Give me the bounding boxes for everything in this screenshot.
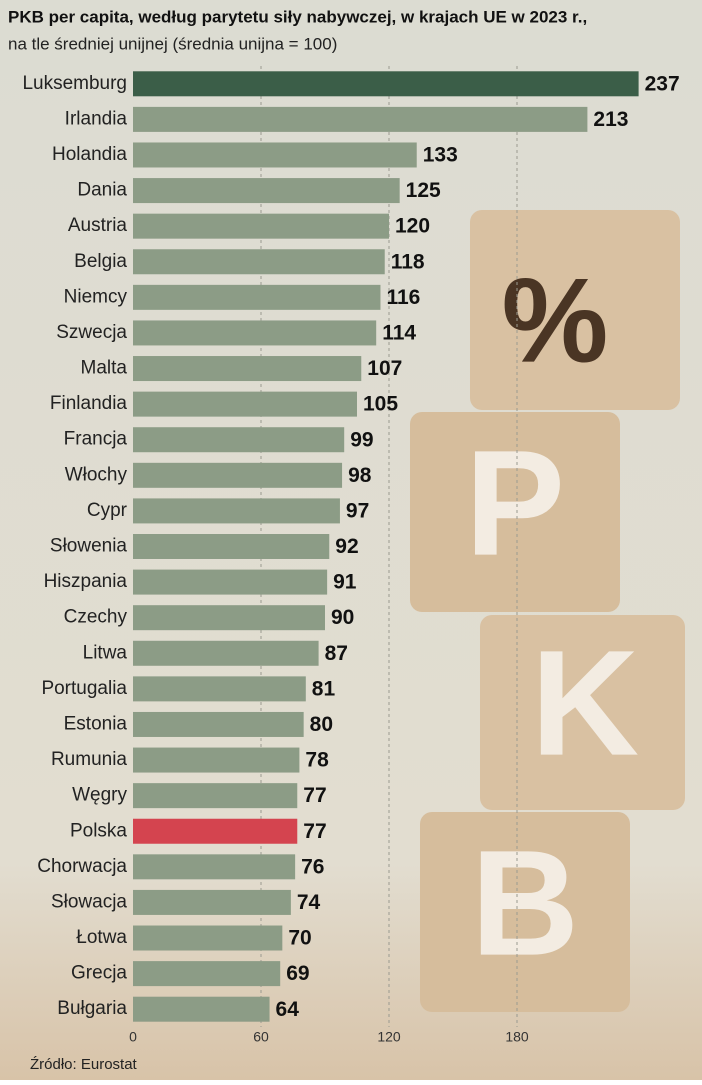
- value-label: 74: [297, 891, 321, 914]
- bar: [133, 783, 298, 809]
- y-tick-label: Grecja: [71, 963, 127, 984]
- y-tick-label: Słowenia: [50, 536, 128, 557]
- value-label: 114: [382, 321, 416, 344]
- bar: [133, 569, 328, 595]
- bar: [133, 996, 270, 1022]
- y-tick-label: Cypr: [87, 500, 128, 521]
- bar: [133, 178, 400, 204]
- block: [420, 812, 630, 1012]
- bar: [133, 71, 639, 97]
- value-label: 81: [312, 677, 336, 700]
- value-label: 70: [288, 927, 311, 950]
- illustration: % P K B: [410, 210, 685, 1012]
- y-tick-label: Malta: [81, 358, 128, 379]
- bar: [133, 534, 330, 559]
- y-tick-label: Hiszpania: [44, 571, 128, 592]
- block-letter: B: [471, 819, 579, 987]
- value-label: 237: [645, 72, 680, 95]
- x-tick-label: 60: [253, 1029, 269, 1045]
- y-tick-label: Węgry: [72, 785, 127, 806]
- value-label: 120: [395, 215, 430, 238]
- y-tick-label: Holandia: [52, 144, 127, 165]
- block-symbol: %: [502, 254, 609, 388]
- y-tick-label: Szwecja: [56, 322, 127, 343]
- bar: [133, 498, 340, 524]
- value-label: 77: [303, 784, 326, 807]
- bar: [133, 142, 417, 168]
- bar: [133, 249, 385, 275]
- y-tick-label: Austria: [68, 215, 128, 236]
- value-label: 77: [303, 820, 326, 843]
- bar: [133, 320, 377, 346]
- bar: [133, 213, 389, 239]
- value-label: 125: [406, 179, 441, 202]
- block: [410, 412, 620, 612]
- y-tick-label: Francja: [64, 429, 128, 450]
- y-tick-label: Irlandia: [65, 108, 128, 129]
- value-label: 87: [325, 642, 348, 665]
- bar: [133, 747, 300, 773]
- bar: [133, 854, 296, 880]
- chart-subtitle: na tle średniej unijnej (średnia unijna …: [8, 34, 337, 53]
- value-label: 97: [346, 499, 369, 522]
- y-tick-label: Luksemburg: [22, 73, 127, 94]
- y-tick-label: Belgia: [74, 251, 127, 272]
- value-label: 92: [335, 535, 358, 558]
- value-label: 76: [301, 855, 324, 878]
- bar: [133, 356, 362, 382]
- y-tick-label: Bułgaria: [57, 998, 127, 1019]
- value-label: 91: [333, 571, 357, 594]
- bar: [133, 640, 319, 666]
- block: [470, 210, 680, 410]
- value-label: 107: [367, 357, 402, 380]
- chart-title: PKB per capita, według parytetu siły nab…: [8, 7, 587, 26]
- bar: [133, 427, 345, 453]
- y-tick-label: Słowacja: [51, 891, 127, 912]
- bar: [133, 925, 283, 951]
- x-tick-label: 120: [377, 1029, 401, 1045]
- y-tick-label: Włochy: [65, 464, 128, 485]
- bar: [133, 889, 291, 915]
- bar: [133, 391, 357, 417]
- y-tick-label: Finlandia: [50, 393, 128, 414]
- y-tick-label: Estonia: [64, 713, 128, 734]
- value-label: 90: [331, 606, 354, 629]
- bar: [133, 462, 343, 488]
- y-tick-label: Rumunia: [51, 749, 127, 770]
- value-label: 105: [363, 393, 398, 416]
- bar: [133, 676, 306, 702]
- value-label: 116: [386, 286, 420, 309]
- y-tick-label: Chorwacja: [37, 856, 127, 877]
- value-label: 69: [286, 962, 309, 985]
- value-label: 213: [593, 108, 628, 131]
- y-tick-label: Dania: [77, 180, 127, 201]
- bar: [133, 605, 325, 631]
- y-tick-label: Portugalia: [41, 678, 127, 699]
- bar: [133, 106, 588, 132]
- bar: [133, 284, 381, 310]
- y-tick-label: Litwa: [83, 642, 128, 663]
- y-tick-label: Czechy: [64, 607, 128, 628]
- x-tick-label: 0: [129, 1029, 137, 1045]
- value-label: 99: [350, 428, 373, 451]
- source: Źródło: Eurostat: [30, 1056, 138, 1073]
- bar: [133, 818, 298, 844]
- value-label: 78: [305, 749, 329, 772]
- block-letter: P: [465, 419, 565, 587]
- value-label: 118: [391, 250, 425, 273]
- value-label: 98: [348, 464, 372, 487]
- y-tick-label: Polska: [70, 820, 127, 841]
- value-label: 64: [276, 998, 300, 1021]
- bar: [133, 711, 304, 737]
- x-tick-label: 180: [505, 1029, 529, 1045]
- bar: [133, 961, 281, 987]
- block: [480, 615, 685, 810]
- value-label: 80: [310, 713, 333, 736]
- block-letter: K: [531, 619, 639, 787]
- value-label: 133: [423, 144, 458, 167]
- y-tick-label: Łotwa: [76, 927, 127, 948]
- y-tick-label: Niemcy: [64, 286, 128, 307]
